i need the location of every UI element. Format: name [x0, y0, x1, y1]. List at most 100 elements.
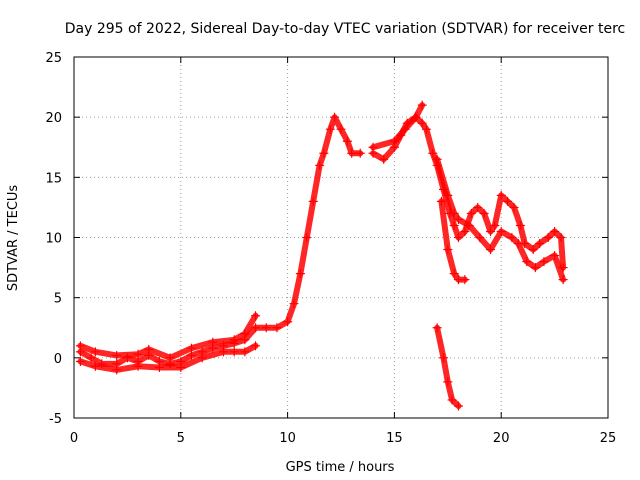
data-point [558, 275, 568, 285]
data-point [438, 353, 449, 363]
data-point [295, 269, 306, 279]
data-point [250, 311, 261, 321]
series-line [77, 114, 364, 367]
data-point [539, 256, 549, 267]
x-tick-label: 0 [70, 431, 78, 446]
data-point [133, 349, 143, 359]
data-point [86, 353, 96, 363]
data-point [453, 214, 464, 225]
data-point [503, 196, 513, 206]
data-point [315, 160, 325, 170]
data-point [261, 323, 271, 333]
data-point [449, 208, 459, 219]
x-axis-label: GPS time / hours [286, 460, 395, 475]
data-point [154, 362, 165, 373]
series-line [434, 324, 462, 409]
x-tick-label: 10 [279, 431, 296, 446]
data-point [347, 148, 357, 158]
data-point [530, 262, 540, 273]
data-point [165, 353, 175, 363]
data-point [319, 148, 329, 158]
x-tick-label: 25 [600, 431, 617, 446]
x-tick-label: 15 [386, 431, 403, 446]
y-tick-label: 25 [45, 51, 62, 66]
data-point [325, 124, 335, 134]
data-point [496, 226, 506, 237]
data-point [513, 238, 523, 249]
y-tick-label: 0 [54, 352, 62, 367]
data-point [229, 347, 239, 357]
data-point [368, 142, 378, 152]
data-point [485, 244, 496, 255]
data-point [240, 329, 250, 339]
y-tick-label: -5 [49, 412, 62, 427]
data-point [550, 226, 560, 237]
data-series [75, 100, 568, 411]
data-point [432, 323, 442, 333]
data-point [550, 250, 560, 261]
data-point [186, 343, 197, 353]
y-tick-label: 15 [45, 171, 62, 186]
x-tick-labels: 0 5 10 15 20 25 [70, 431, 616, 446]
plot-frame [73, 56, 609, 419]
data-point [144, 344, 154, 355]
data-point [250, 323, 261, 333]
data-point [453, 232, 464, 243]
data-point [449, 269, 459, 279]
data-point [535, 238, 545, 249]
data-point [417, 118, 427, 128]
y-axis-label: SDTVAR / TECUs [6, 185, 21, 292]
data-point [543, 232, 553, 243]
data-point [515, 220, 526, 231]
data-point [417, 100, 427, 110]
data-point [197, 353, 207, 363]
data-point [208, 337, 218, 347]
data-point [112, 350, 122, 361]
data-point [302, 232, 312, 243]
data-point [479, 208, 489, 219]
y-tick-label: 20 [45, 111, 62, 126]
data-point [75, 341, 86, 351]
data-point [447, 395, 457, 405]
data-point [443, 244, 453, 255]
data-point [90, 347, 100, 357]
y-tick-label: 5 [54, 292, 62, 307]
data-point [556, 232, 566, 243]
data-point [176, 362, 186, 373]
series-line [370, 114, 567, 271]
data-point [522, 256, 532, 267]
data-point [443, 377, 453, 387]
data-point [240, 347, 250, 357]
data-point [342, 136, 353, 146]
data-point [485, 226, 496, 237]
x-tick-label: 5 [177, 431, 185, 446]
data-point [443, 190, 453, 200]
y-tick-label: 10 [45, 232, 62, 247]
data-point [464, 220, 474, 231]
data-point [528, 244, 538, 255]
data-point [436, 196, 446, 206]
grid-lines [74, 57, 608, 418]
data-point [250, 341, 261, 351]
chart-title: Day 295 of 2022, Sidereal Day-to-day VTE… [65, 21, 625, 37]
data-point [421, 124, 432, 134]
data-point [229, 335, 239, 345]
data-point [112, 365, 122, 375]
data-point [496, 190, 506, 200]
data-point [283, 317, 293, 327]
data-point [308, 196, 318, 206]
data-point [428, 148, 438, 158]
data-point [218, 347, 229, 357]
data-point [133, 361, 143, 371]
data-point [466, 208, 476, 219]
x-tick-label: 20 [493, 431, 510, 446]
data-point [460, 226, 470, 237]
data-point [355, 148, 365, 158]
data-point [473, 202, 483, 213]
data-point [490, 220, 500, 231]
y-tick-labels: -5 0 5 10 15 20 25 [45, 51, 62, 427]
data-point [475, 232, 485, 243]
data-point [90, 361, 100, 371]
data-point [289, 299, 299, 309]
